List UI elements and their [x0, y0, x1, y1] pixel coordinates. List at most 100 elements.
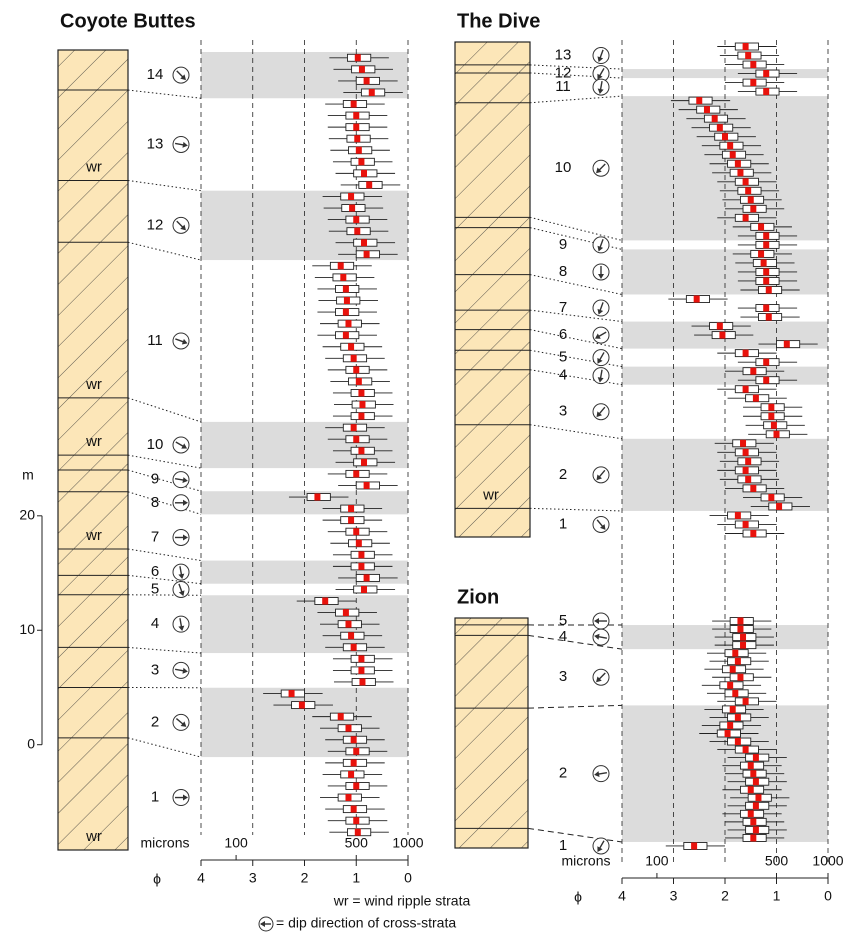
connector [529, 424, 623, 440]
dip-head [181, 443, 188, 449]
dip-icon [592, 612, 610, 630]
median [768, 403, 775, 411]
unit-label: 4 [559, 367, 567, 384]
unit-label: 13 [555, 46, 572, 63]
x-tick-label: 1 [773, 888, 781, 904]
dip-icon [592, 403, 610, 421]
median [353, 782, 360, 790]
unit-label: 8 [559, 263, 567, 280]
median [343, 297, 350, 305]
median [734, 713, 741, 721]
median [742, 178, 749, 186]
dip-head [597, 56, 604, 63]
x-tick-label: 3 [670, 888, 678, 904]
dip-head [594, 633, 600, 640]
median [314, 493, 321, 501]
median [342, 331, 349, 339]
dip-head [599, 524, 606, 530]
median [745, 187, 752, 195]
median [716, 124, 723, 132]
dip-head [597, 73, 603, 80]
unit-label: 9 [559, 236, 567, 253]
median [703, 106, 710, 114]
median [716, 322, 723, 330]
median [691, 842, 698, 850]
median [750, 484, 757, 492]
median [747, 810, 754, 818]
median [353, 112, 360, 120]
dip-icon [172, 494, 190, 512]
median [354, 227, 361, 235]
panel-title: The Dive [457, 10, 540, 32]
connector [127, 548, 202, 562]
dip-head [178, 573, 185, 580]
median [755, 794, 762, 802]
x-tick-label: 2 [721, 888, 729, 904]
x2-axis-label: microns [140, 835, 189, 851]
dip-head [596, 411, 603, 418]
median [763, 376, 770, 384]
median [719, 331, 726, 339]
unit-label: 10 [147, 436, 164, 453]
median [752, 826, 759, 834]
median [763, 241, 770, 249]
dip-icon [172, 661, 190, 679]
median [363, 77, 370, 85]
dip-head [180, 721, 187, 727]
legend-dip: = dip direction of cross-strata [276, 915, 456, 931]
median [358, 666, 365, 674]
dip-icon [172, 471, 190, 489]
median [727, 721, 734, 729]
dip-icon [172, 580, 190, 598]
connector [127, 89, 202, 99]
median [354, 54, 361, 62]
unit-label: 5 [151, 580, 159, 597]
x2-axis-label: microns [561, 853, 610, 869]
median [763, 277, 770, 285]
dip-icon [592, 236, 610, 254]
median [711, 115, 718, 123]
dip-icon [592, 628, 610, 646]
median [783, 340, 790, 348]
median [758, 250, 765, 258]
dip-head [597, 88, 604, 94]
median [353, 216, 360, 224]
median [732, 689, 739, 697]
median [345, 724, 352, 732]
x-axis-label: ϕ [153, 871, 161, 887]
strat-column [454, 41, 531, 538]
x2-tick-label: 100 [645, 853, 669, 869]
median [729, 665, 736, 673]
dip-head [597, 245, 604, 252]
median [724, 730, 731, 737]
unit-label: 2 [559, 765, 567, 782]
median [350, 759, 357, 767]
median [288, 690, 295, 698]
dip-icon [592, 367, 610, 385]
dip-icon [172, 135, 190, 153]
median [361, 458, 368, 466]
connector [127, 179, 202, 192]
dip-icon [592, 263, 610, 281]
median [747, 786, 754, 794]
unit-label: 7 [151, 528, 159, 545]
connector [529, 507, 623, 512]
median [745, 457, 752, 465]
dip-icon [172, 66, 190, 84]
unit-label: 1 [151, 789, 159, 806]
median [740, 633, 747, 641]
connector [527, 827, 623, 843]
median [740, 439, 747, 447]
connector [527, 704, 623, 709]
median [368, 88, 375, 96]
median [337, 262, 344, 270]
median [763, 70, 770, 78]
median [760, 259, 767, 267]
unit-label: 14 [147, 66, 164, 83]
median [361, 169, 368, 177]
median [734, 738, 741, 746]
median [359, 401, 366, 409]
connector [127, 397, 202, 423]
dip-icon [592, 159, 610, 177]
median [750, 834, 757, 842]
